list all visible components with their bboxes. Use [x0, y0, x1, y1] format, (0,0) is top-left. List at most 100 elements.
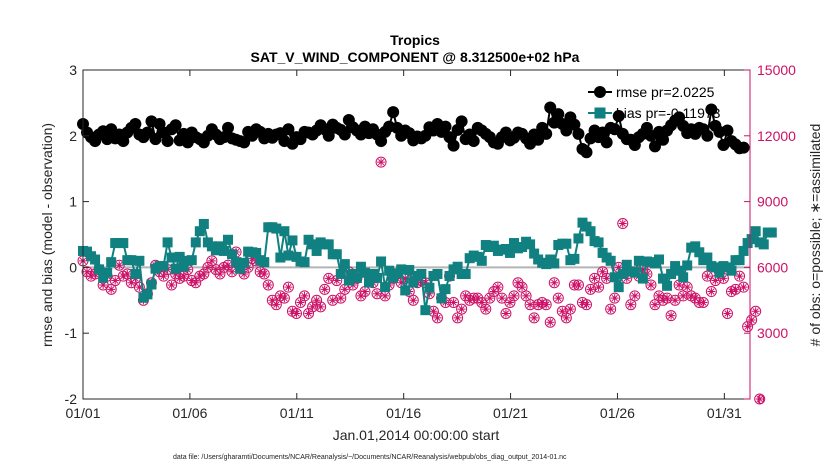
obs-possible-point: [746, 314, 758, 326]
rmse-point: [238, 136, 251, 149]
obs-possible-point: [516, 281, 528, 293]
obs-assimilated-point: [667, 311, 676, 320]
bias-point: [130, 268, 141, 279]
obs-assimilated-point: [433, 313, 442, 322]
obs-assimilated-point: [687, 291, 696, 300]
obs-assimilated-point: [707, 287, 716, 296]
obs-possible-point: [323, 272, 335, 284]
x-tick-label: 01/16: [386, 405, 421, 421]
bias-point: [561, 238, 572, 249]
chart-title: Tropics: [390, 32, 440, 48]
bias-point: [488, 240, 499, 251]
obs-possible-point: [665, 310, 677, 322]
bias-point: [158, 261, 169, 272]
obs-assimilated-point: [260, 269, 269, 278]
bias-point: [529, 248, 540, 259]
obs-possible-point: [290, 307, 302, 319]
obs-assimilated-point: [747, 316, 756, 325]
obs-assimilated-point: [336, 294, 345, 303]
obs-assimilated-point: [429, 307, 438, 316]
rmse-point: [447, 139, 460, 152]
obs-possible-point: [456, 303, 468, 315]
bias-point: [251, 247, 262, 258]
bias-point: [678, 272, 689, 283]
obs-assimilated-point: [530, 313, 539, 322]
bias-point: [549, 258, 560, 269]
y-tick-label: 1: [69, 194, 77, 210]
bias-point: [710, 262, 721, 273]
bias-point: [420, 305, 431, 316]
obs-possible-point: [190, 277, 202, 289]
rmse-point: [282, 123, 295, 136]
obs-possible-point: [81, 266, 93, 278]
obs-assimilated-point: [614, 263, 623, 272]
bias-point: [162, 237, 173, 248]
obs-assimilated-point: [691, 294, 700, 303]
bias-point: [621, 259, 632, 270]
bias-point: [339, 259, 350, 270]
rmse-point: [540, 127, 553, 140]
obs-assimilated-point: [590, 274, 599, 283]
obs-assimilated-point: [248, 254, 257, 263]
legend-rmse-marker: [594, 86, 606, 98]
bias-point: [682, 260, 693, 271]
obs-possible-point: [166, 279, 178, 291]
obs-assimilated-point: [356, 291, 365, 300]
obs-assimilated-point: [107, 285, 116, 294]
bias-point: [307, 239, 318, 250]
bias-point: [279, 226, 290, 237]
obs-assimilated-point: [485, 294, 494, 303]
obs-assimilated-point: [671, 296, 680, 305]
obs-assimilated-point: [83, 267, 92, 276]
obs-assimilated-point: [526, 300, 535, 309]
y-axis-label-right: # of obs: o=possible; ∗=assimilated: [807, 124, 823, 347]
obs-assimilated-point: [119, 272, 128, 281]
obs-assimilated-point: [638, 265, 647, 274]
obs-assimilated-point: [167, 280, 176, 289]
obs-assimilated-point: [199, 269, 208, 278]
bias-point: [231, 257, 242, 268]
obs-possible-point: [480, 303, 492, 315]
obs-possible-point: [258, 268, 270, 280]
obs-assimilated-point: [292, 309, 301, 318]
legend-bias-marker: [594, 107, 606, 119]
rmse-point: [648, 140, 661, 153]
bias-point: [517, 242, 528, 253]
y2-tick-label: 12000: [757, 128, 796, 144]
obs-assimilated-point: [171, 269, 180, 278]
obs-assimilated-point: [578, 298, 587, 307]
bias-point: [694, 247, 705, 258]
bias-point: [98, 272, 109, 283]
obs-possible-point: [371, 288, 383, 300]
obs-assimilated-point: [373, 289, 382, 298]
obs-assimilated-point: [711, 276, 720, 285]
obs-possible-point: [617, 218, 629, 230]
bias-point: [323, 239, 334, 250]
obs-assimilated-point: [159, 272, 168, 281]
legend-rmse-label: rmse pr=2.0225: [616, 84, 715, 100]
obs-assimilated-point: [497, 294, 506, 303]
bias-point: [235, 263, 246, 274]
bias-point: [662, 280, 673, 291]
obs-assimilated-point: [602, 274, 611, 283]
obs-possible-point: [431, 312, 443, 324]
y-axis-left: -2 -1 0 1 2 3: [65, 62, 89, 407]
obs-possible-point: [593, 281, 605, 293]
obs-assimilated-point: [228, 267, 237, 276]
obs-assimilated-point: [683, 283, 692, 292]
obs-assimilated-point: [397, 278, 406, 287]
bias-point: [118, 238, 129, 249]
obs-assimilated-point: [224, 261, 233, 270]
obs-assimilated-point: [743, 322, 752, 331]
obs-possible-point: [605, 303, 617, 315]
obs-possible-point: [544, 316, 556, 328]
obs-assimilated-point: [304, 309, 313, 318]
rmse-point: [149, 133, 162, 146]
bias-point: [617, 268, 628, 279]
obs-assimilated-point: [695, 298, 704, 307]
obs-assimilated-point: [296, 298, 305, 307]
obs-assimilated-point: [332, 276, 341, 285]
obs-possible-point: [198, 268, 210, 280]
bias-point: [408, 277, 419, 288]
bias-point: [658, 273, 669, 284]
